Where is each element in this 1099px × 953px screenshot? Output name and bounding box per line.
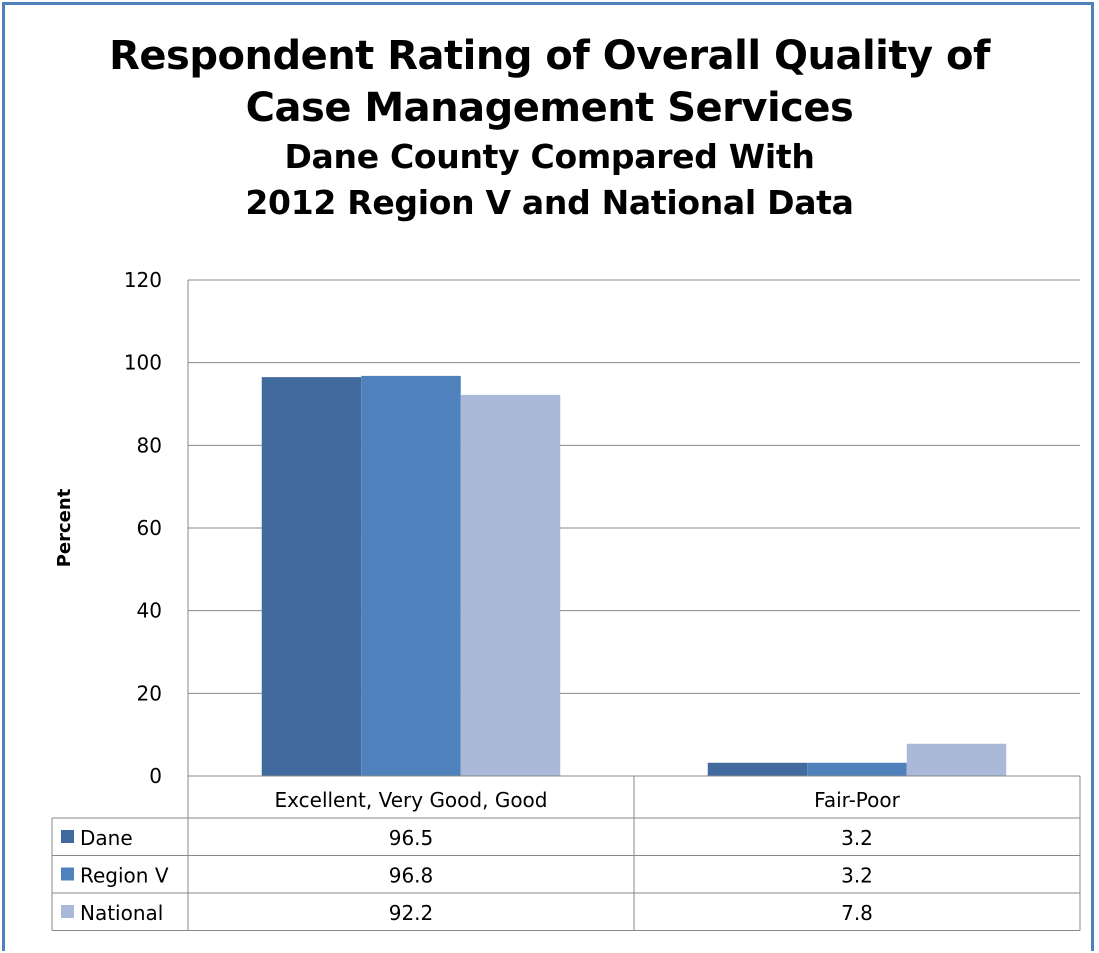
bar-dane (707, 762, 808, 776)
legend-swatch (61, 830, 74, 843)
data-label: 3.2 (841, 864, 873, 888)
bar-region-v (807, 762, 907, 776)
legend-swatch (61, 905, 74, 918)
data-label: 7.8 (841, 901, 873, 925)
legend-label: National (80, 901, 163, 925)
data-label: 3.2 (841, 826, 873, 850)
chart-title-line-1: Respondent Rating of Overall Quality of (109, 33, 990, 79)
y-tick-label: 60 (137, 516, 162, 540)
data-label: 96.5 (389, 826, 434, 850)
y-tick-label: 100 (124, 351, 162, 375)
bar-region-v (361, 375, 461, 776)
y-axis-ticks: 0 20 40 60 80 100 120 (124, 268, 162, 788)
data-label: 92.2 (389, 901, 434, 925)
bars (261, 375, 1007, 776)
chart-titles: Respondent Rating of Overall Quality of … (0, 30, 1099, 226)
chart-title-line-2: Case Management Services (245, 85, 854, 131)
data-table: Excellent, Very Good, Good Fair-Poor Dane 9… (51, 775, 1081, 931)
bar-national (906, 743, 1007, 776)
legend-label: Region V (80, 864, 169, 888)
y-tick-label: 120 (124, 268, 162, 292)
chart-subtitle-line-2: 2012 Region V and National Data (245, 183, 854, 222)
legend-label: Dane (80, 826, 133, 850)
x-tick-label: Excellent, Very Good, Good (275, 788, 548, 812)
bar-national (460, 394, 561, 776)
y-tick-label: 80 (137, 433, 162, 457)
x-tick-label: Fair-Poor (814, 788, 900, 812)
legend-swatch (61, 867, 74, 881)
chart-subtitle-line-1: Dane County Compared With (284, 137, 815, 176)
y-tick-label: 40 (137, 599, 162, 623)
bar-dane (261, 377, 362, 776)
y-tick-label: 20 (137, 681, 162, 705)
y-axis-label: Percent (54, 488, 75, 567)
data-label: 96.8 (389, 864, 434, 888)
y-tick-label: 0 (149, 764, 162, 788)
